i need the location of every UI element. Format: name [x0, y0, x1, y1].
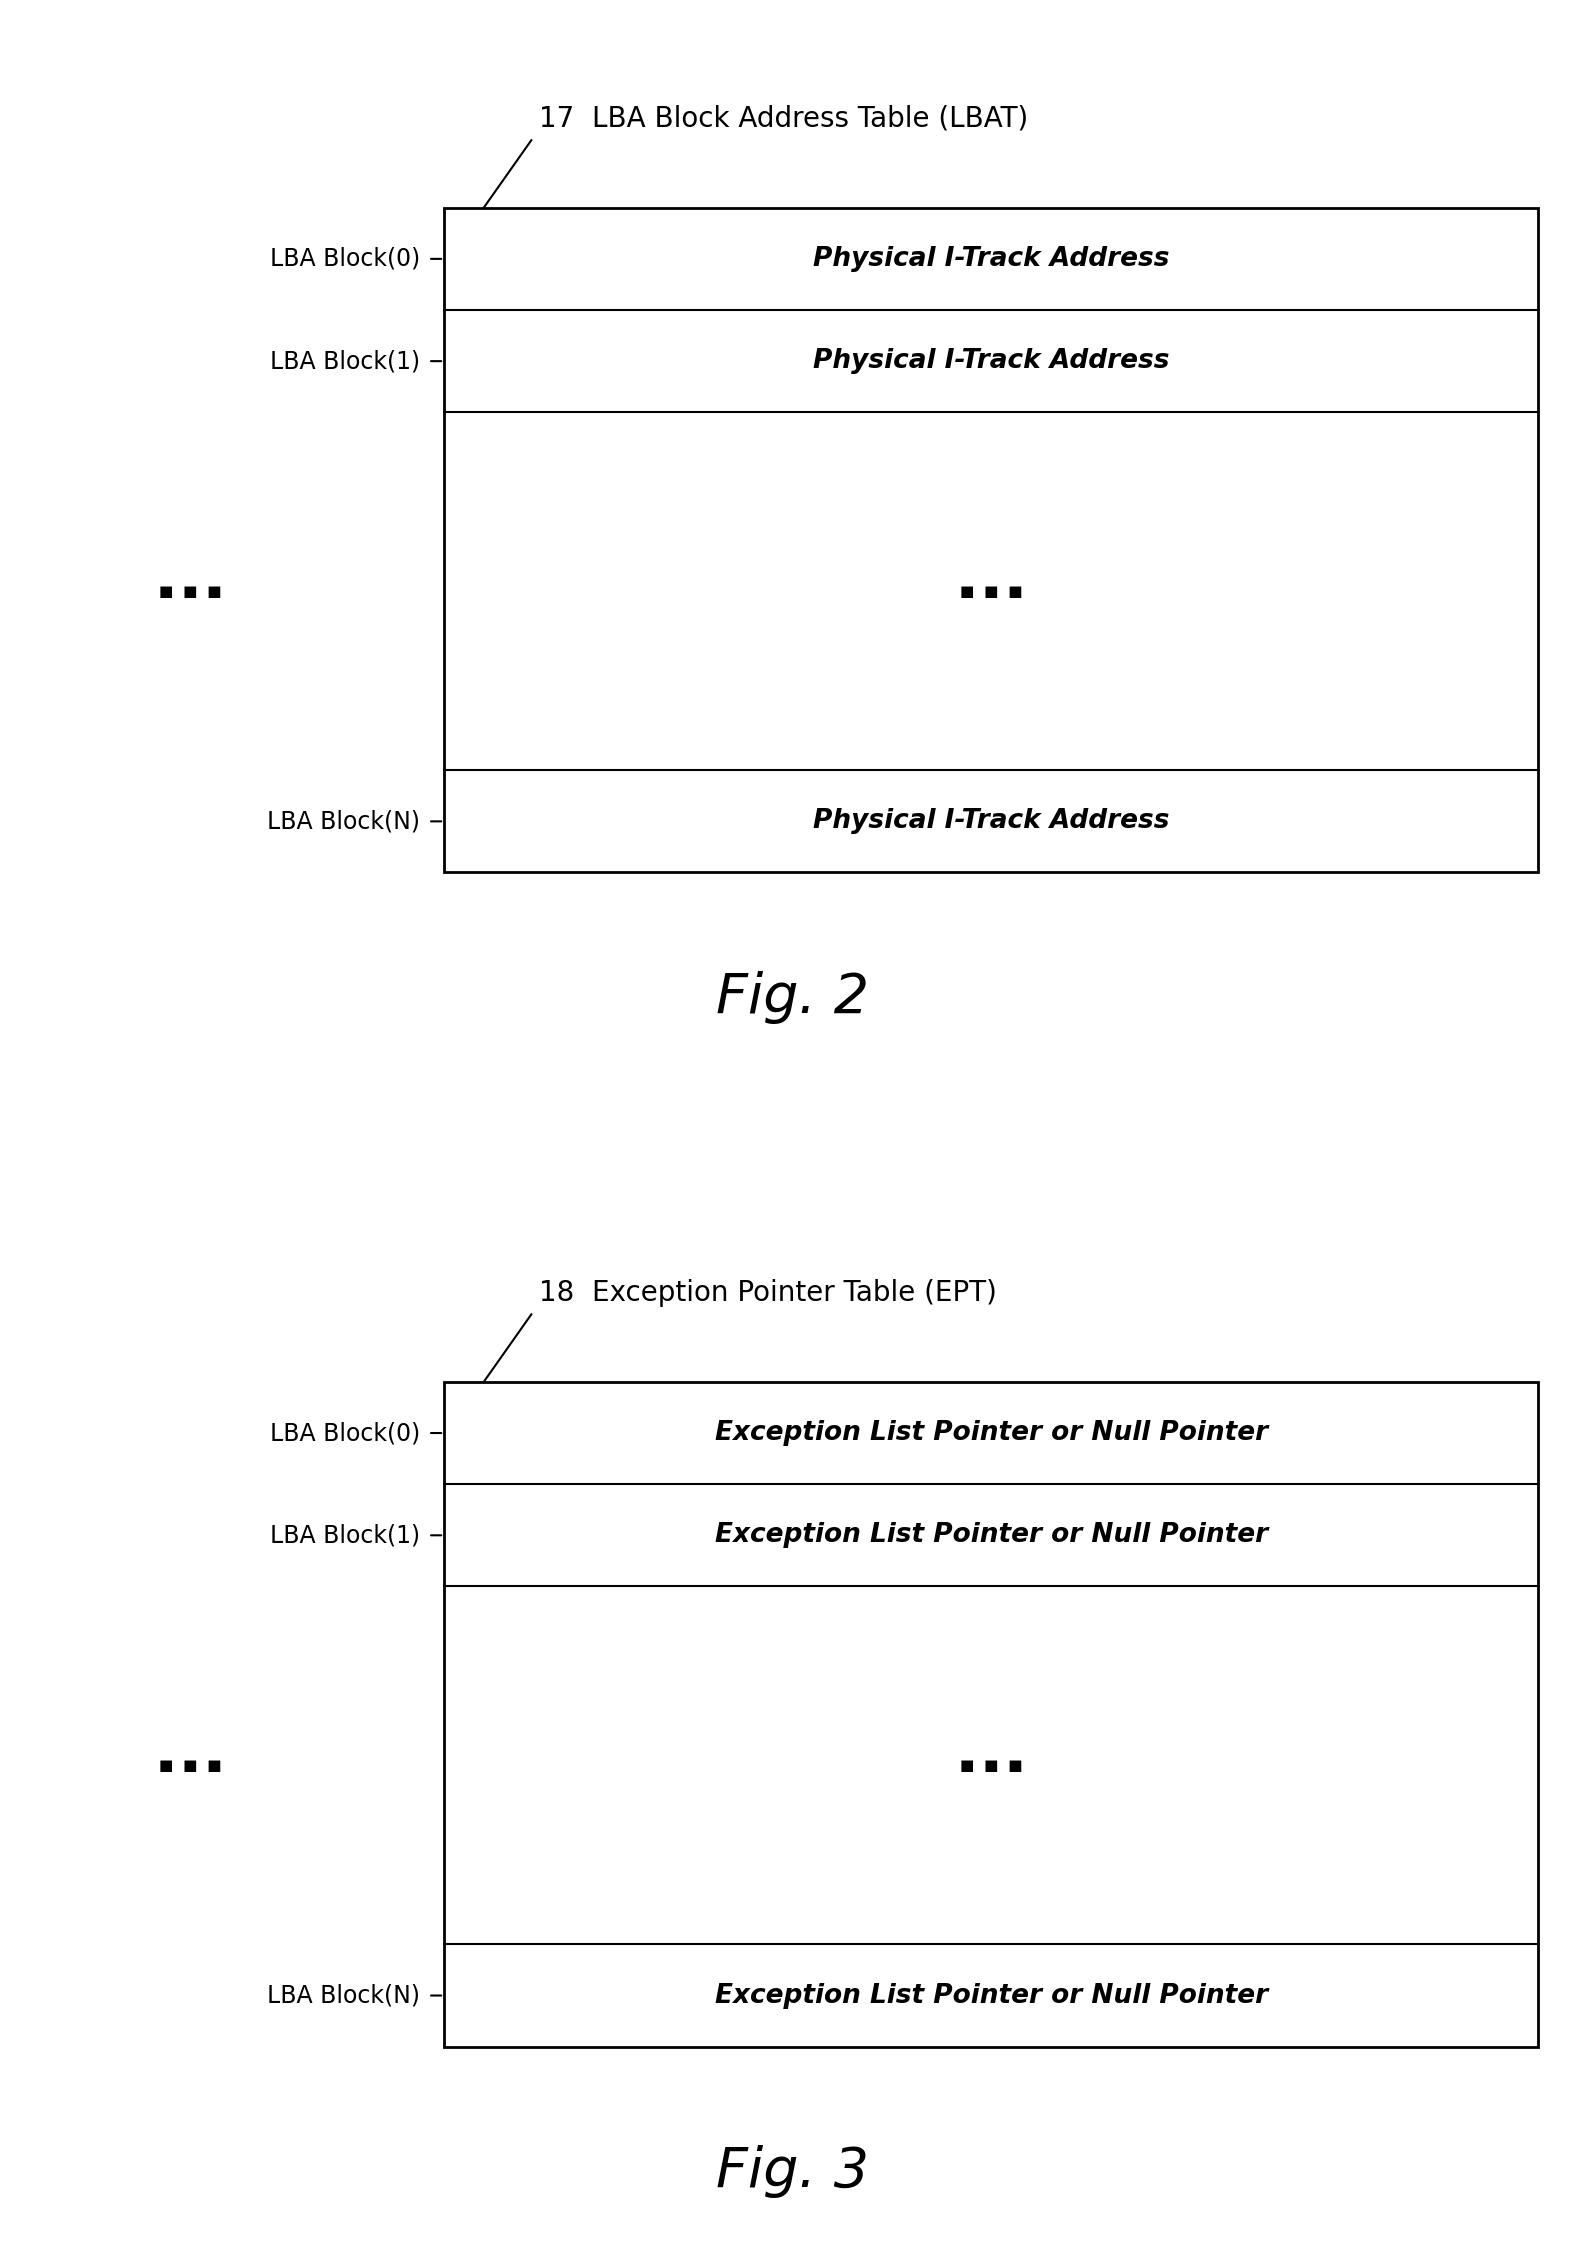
Text: LBA Block(N): LBA Block(N)	[268, 808, 420, 833]
Text: 18  Exception Pointer Table (EPT): 18 Exception Pointer Table (EPT)	[539, 1278, 998, 1307]
Text: LBA Block(1): LBA Block(1)	[270, 350, 420, 373]
Text: ■  ■  ■: ■ ■ ■	[159, 585, 222, 598]
Text: Fig. 3: Fig. 3	[717, 2145, 869, 2197]
Text: ■  ■  ■: ■ ■ ■	[960, 1759, 1023, 1773]
Text: ■  ■  ■: ■ ■ ■	[159, 1759, 222, 1773]
Text: LBA Block(1): LBA Block(1)	[270, 1524, 420, 1547]
Text: LBA Block(0): LBA Block(0)	[270, 246, 420, 271]
Text: ■  ■  ■: ■ ■ ■	[960, 585, 1023, 598]
Text: Physical I-Track Address: Physical I-Track Address	[814, 246, 1169, 271]
Text: Physical I-Track Address: Physical I-Track Address	[814, 808, 1169, 835]
Bar	[444, 1382, 1538, 2046]
Text: Exception List Pointer or Null Pointer: Exception List Pointer or Null Pointer	[715, 1420, 1267, 1445]
Text: Physical I-Track Address: Physical I-Track Address	[814, 348, 1169, 375]
Text: Exception List Pointer or Null Pointer: Exception List Pointer or Null Pointer	[715, 1522, 1267, 1549]
Text: 17  LBA Block Address Table (LBAT): 17 LBA Block Address Table (LBAT)	[539, 104, 1028, 133]
Text: Exception List Pointer or Null Pointer: Exception List Pointer or Null Pointer	[715, 1983, 1267, 2010]
Text: Fig. 2: Fig. 2	[717, 971, 869, 1023]
Text: LBA Block(N): LBA Block(N)	[268, 1983, 420, 2007]
Text: LBA Block(0): LBA Block(0)	[270, 1420, 420, 1445]
Bar	[444, 208, 1538, 872]
